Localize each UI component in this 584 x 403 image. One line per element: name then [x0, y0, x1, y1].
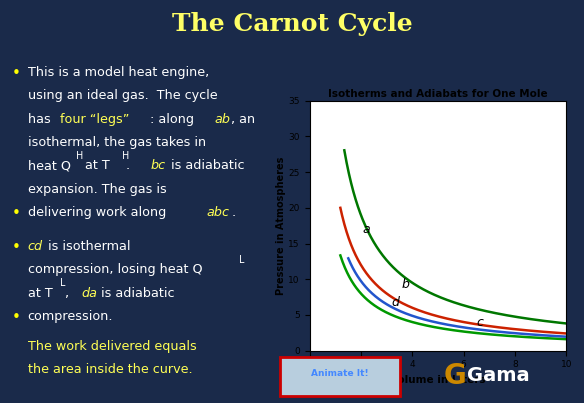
Y-axis label: Pressure in Atmospheres: Pressure in Atmospheres — [276, 156, 286, 295]
Text: heat Q: heat Q — [27, 160, 71, 172]
Text: bc: bc — [151, 160, 166, 172]
Text: at T: at T — [81, 160, 110, 172]
Text: the area inside the curve.: the area inside the curve. — [27, 364, 192, 376]
Text: •: • — [11, 240, 20, 255]
Text: expansion. The gas is: expansion. The gas is — [27, 183, 166, 196]
Text: cd: cd — [27, 240, 43, 253]
Text: using an ideal gas.  The cycle: using an ideal gas. The cycle — [27, 89, 217, 102]
Text: G: G — [444, 362, 467, 390]
Text: •: • — [11, 206, 20, 221]
Text: is adiabatic: is adiabatic — [97, 287, 175, 299]
Text: The Carnot Cycle: The Carnot Cycle — [172, 12, 412, 36]
Text: b: b — [402, 278, 410, 291]
Text: has: has — [27, 112, 54, 126]
Text: •: • — [11, 310, 20, 325]
Text: da: da — [81, 287, 97, 299]
Text: compression, losing heat Q: compression, losing heat Q — [27, 263, 202, 276]
Text: at T: at T — [27, 287, 53, 299]
Text: L: L — [239, 255, 245, 265]
Text: •: • — [11, 66, 20, 81]
Text: delivering work along: delivering work along — [27, 206, 170, 219]
Text: .: . — [126, 160, 138, 172]
Text: compression.: compression. — [27, 310, 113, 323]
Text: abc: abc — [207, 206, 230, 219]
Text: Animate It!: Animate It! — [311, 369, 369, 378]
Text: : along: : along — [150, 112, 198, 126]
Text: The work delivered equals: The work delivered equals — [27, 340, 196, 353]
Text: L: L — [60, 278, 65, 288]
Text: d: d — [392, 296, 399, 310]
Text: ,: , — [65, 287, 73, 299]
Text: H: H — [77, 151, 84, 161]
Title: Isotherms and Adiabats for One Mole: Isotherms and Adiabats for One Mole — [328, 89, 548, 99]
Text: c: c — [477, 316, 484, 328]
Text: Gama: Gama — [467, 366, 530, 385]
Text: , an: , an — [231, 112, 255, 126]
X-axis label: Volume in Liters: Volume in Liters — [390, 375, 486, 385]
Text: four “legs”: four “legs” — [60, 112, 130, 126]
Text: ab: ab — [215, 112, 231, 126]
FancyBboxPatch shape — [280, 357, 400, 396]
Text: is isothermal: is isothermal — [44, 240, 130, 253]
Text: H: H — [121, 151, 129, 161]
Text: a: a — [362, 223, 370, 236]
Text: .: . — [231, 206, 235, 219]
Text: This is a model heat engine,: This is a model heat engine, — [27, 66, 209, 79]
Text: isothermal, the gas takes in: isothermal, the gas takes in — [27, 136, 206, 149]
Text: is adiabatic: is adiabatic — [167, 160, 244, 172]
